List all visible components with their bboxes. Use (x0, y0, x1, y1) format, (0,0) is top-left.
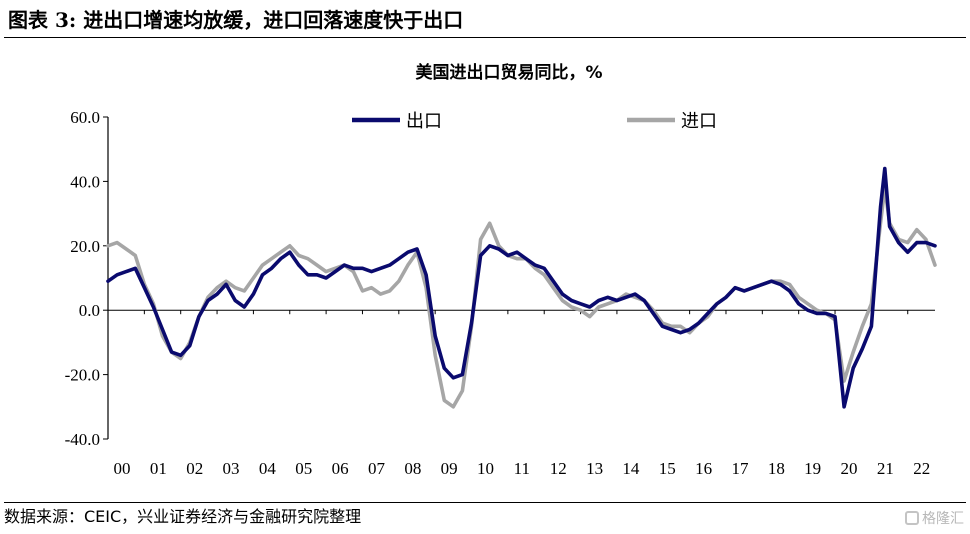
x-tick-label: 05 (295, 459, 312, 478)
x-tick-label: 02 (186, 459, 203, 478)
y-tick-label: -20.0 (65, 366, 100, 385)
series-layer (106, 166, 937, 409)
x-tick-label: 16 (695, 459, 712, 478)
x-tick-label: 10 (477, 459, 494, 478)
y-tick-label: 0.0 (79, 301, 100, 320)
x-tick-label: 03 (223, 459, 240, 478)
figure-title-prefix: 图表 (8, 8, 48, 32)
figure-title: 图表 3: 进出口增速均放缓，进口回落速度快于出口 (8, 6, 962, 34)
legend: 出口 进口 (352, 111, 717, 132)
y-tick-label: -40.0 (65, 430, 100, 449)
legend-label: 进口 (681, 111, 717, 132)
watermark: 格隆汇 (905, 508, 964, 528)
series-line-export (106, 166, 937, 409)
x-tick-label: 22 (913, 459, 930, 478)
source-note: 数据来源：CEIC，兴业证券经济与金融研究院整理 (4, 507, 362, 526)
x-tick-label: 15 (659, 459, 676, 478)
figure-number: 3: (54, 8, 77, 32)
x-tick-label: 13 (586, 459, 603, 478)
x-tick-label: 20 (841, 459, 858, 478)
x-tick-label: 06 (332, 459, 349, 478)
x-tick-label: 18 (768, 459, 785, 478)
y-tick-label: 20.0 (70, 237, 100, 256)
x-tick-label: 04 (259, 459, 277, 478)
x-tick-label: 01 (150, 459, 167, 478)
figure-title-text: 进出口增速均放缓，进口回落速度快于出口 (83, 8, 464, 32)
chart-title: 美国进出口贸易同比，% (415, 63, 603, 83)
watermark-logo-icon (905, 511, 919, 525)
y-tick-label: 40.0 (70, 172, 100, 191)
top-divider (4, 37, 966, 38)
x-tick-label: 07 (368, 459, 386, 478)
watermark-text: 格隆汇 (922, 511, 964, 527)
x-tick-label: 19 (804, 459, 821, 478)
x-tick-label: 09 (441, 459, 458, 478)
x-tick-label: 12 (550, 459, 567, 478)
bottom-divider (4, 502, 966, 503)
x-tick-label: 21 (877, 459, 894, 478)
x-tick-label: 08 (404, 459, 421, 478)
x-tick-label: 17 (731, 459, 749, 478)
x-tick-label: 14 (622, 459, 640, 478)
legend-label: 出口 (406, 111, 442, 132)
chart-axes: 60.0 40.0 20.0 0.0 -20.0 -40.0 00 01 02 03 04 05 06 0… (65, 108, 935, 478)
x-tick-label: 00 (114, 459, 131, 478)
y-tick-label: 60.0 (70, 108, 100, 127)
x-tick-label: 11 (514, 459, 530, 478)
